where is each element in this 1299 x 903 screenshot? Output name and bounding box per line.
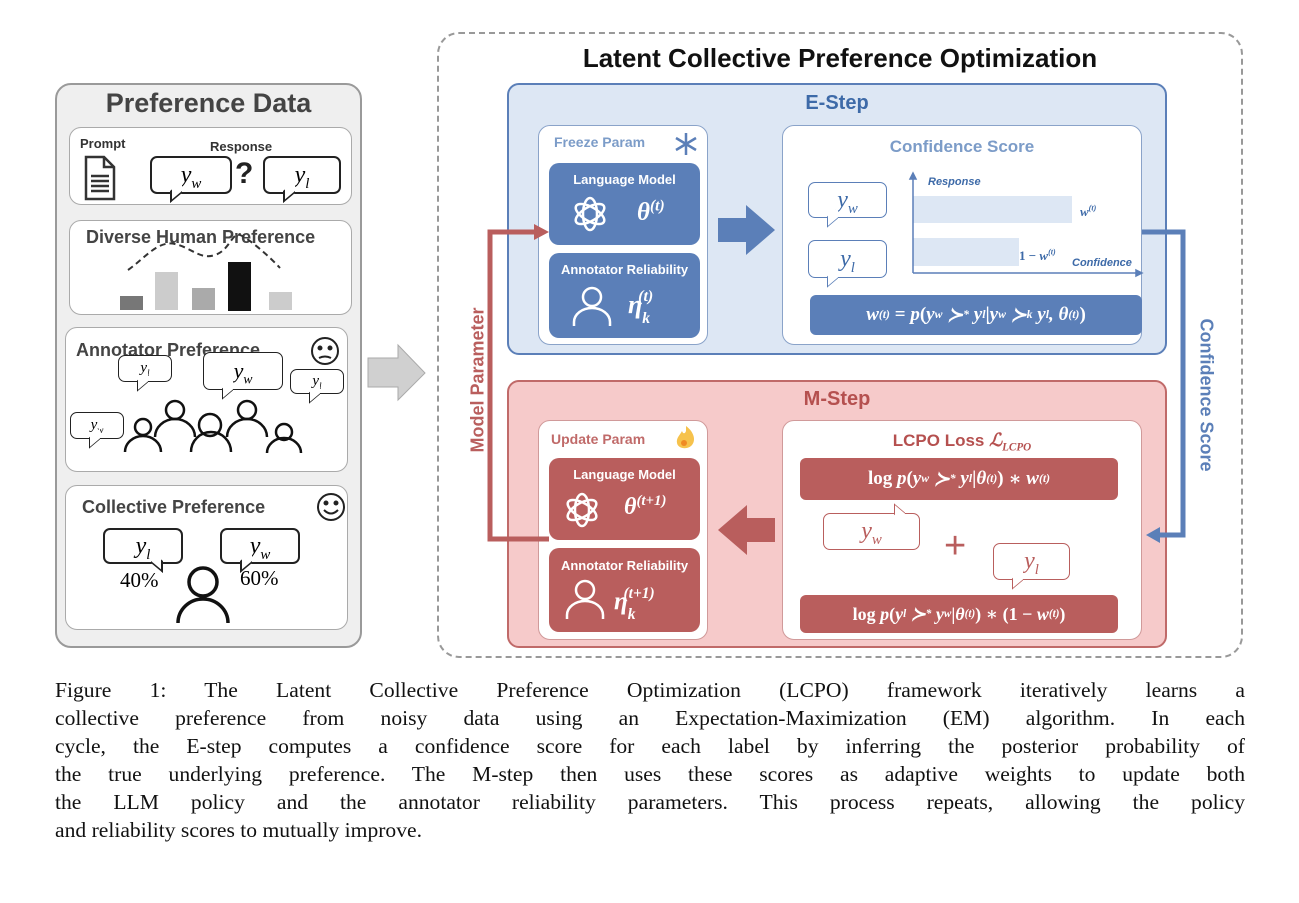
freeze-param-label: Freeze Param: [554, 134, 646, 150]
caption-line: the true underlying preference. The M-st…: [55, 762, 1245, 786]
loss-bubble-yw: yw: [823, 513, 920, 550]
update-param-label: Update Param: [551, 431, 646, 447]
language-model-label: Language Model: [573, 467, 676, 482]
lcpo-loss-title: LCPO Loss ℒLCPO: [892, 430, 1032, 454]
collective-person-icon: [176, 566, 230, 624]
dist-bar: [155, 272, 178, 310]
openai-logo-icon: [566, 492, 598, 528]
bar-label-1-minus-w: 1 − w(t): [1019, 247, 1056, 263]
language-model-label: Language Model: [573, 172, 676, 187]
eta-t-plus-1: ηk(t+1): [614, 584, 655, 623]
loss-bubble-yl: yl: [993, 543, 1070, 580]
person-icon: [189, 412, 233, 453]
collective-preference-title: Collective Preference: [82, 497, 266, 517]
response-bubble-yw: yw: [150, 156, 232, 194]
annotator-reliability-label: Annotator Reliability: [560, 558, 689, 573]
distribution-curve: [127, 233, 281, 271]
person-icon: [153, 399, 197, 438]
caption-line: the LLM policy and the annotator reliabi…: [55, 790, 1245, 814]
caption-line: collective preference from noisy data us…: [55, 706, 1245, 730]
figure-caption: Figure 1: The Latent Collective Preferen…: [55, 676, 1245, 844]
person-outline-icon: [572, 286, 612, 326]
e-step-title: E-Step: [805, 92, 869, 114]
person-icon: [265, 422, 303, 454]
conf-bubble-yl: yl: [808, 240, 887, 278]
bar-label-w: w(t): [1080, 203, 1097, 219]
lcpo-frame: [437, 32, 1243, 658]
language-model-frozen: [549, 163, 700, 245]
annotator-person-icons: [123, 399, 303, 454]
caption-line: cycle, the E-step computes a confidence …: [55, 734, 1245, 758]
confidence-score-flow-arrow: [1142, 229, 1186, 543]
snowflake-icon: [675, 133, 697, 155]
plus-sign: +: [944, 525, 967, 567]
dist-bar: [120, 296, 143, 310]
annotator-reliability-updated: [549, 548, 700, 632]
document-icon: [84, 155, 116, 201]
annotator-bubble: yw: [203, 352, 283, 390]
smiley-face-icon: [317, 493, 345, 521]
annotator-reliability-label: Annotator Reliability: [560, 262, 689, 277]
model-parameter-flow-arrow: [487, 224, 549, 542]
confidence-axes: [908, 171, 1144, 278]
axis-label-response: Response: [928, 176, 981, 188]
openai-logo-icon: [574, 196, 606, 232]
person-icon: [225, 399, 269, 438]
loss-term-rejected: log p(y l ≻ * y w | θ (t)) ∗ (1 − w (t)): [800, 595, 1118, 633]
caption-line: Figure 1: The Latent Collective Preferen…: [55, 678, 1245, 702]
diverse-preference-title: Diverse Human Preference: [86, 227, 316, 247]
confidence-score-title: Confidence Score: [889, 137, 1035, 156]
collective-bubble-yl: yl: [103, 528, 183, 564]
person-outline-icon: [565, 579, 605, 619]
person-icon: [123, 417, 163, 453]
caption-line: and reliability scores to mutually impro…: [55, 818, 423, 842]
m-step-title: M-Step: [803, 388, 871, 410]
prompt-label: Prompt: [80, 136, 126, 151]
preference-data-title: Preference Data: [105, 88, 312, 118]
loss-term-preferred: log p(y w ≻ * y l | θ (t)) ∗ w (t): [800, 458, 1118, 500]
dist-bar: [269, 292, 292, 310]
fire-icon: [676, 426, 694, 449]
e-step-arrow: [718, 205, 775, 255]
percent-yl: 40%: [120, 568, 159, 592]
m-step-arrow: [718, 505, 775, 555]
axis-label-confidence: Confidence: [1072, 257, 1132, 269]
confidence-bar-1-minus-w: [913, 238, 1019, 266]
annotator-bubble: yl: [118, 355, 172, 382]
dist-bar: [192, 288, 215, 310]
annotator-bubble: yl: [290, 369, 344, 394]
lcpo-loss-label: LCPO Loss: [892, 431, 985, 450]
question-mark: ?: [235, 157, 254, 190]
lcpo-title: Latent Collective Preference Optimizatio…: [582, 43, 1098, 73]
response-label: Response: [210, 139, 273, 154]
annotator-bubble: yw: [70, 412, 124, 439]
conf-bubble-yw: yw: [808, 182, 887, 218]
percent-yw: 60%: [240, 566, 279, 590]
collective-bubble-yw: yw: [220, 528, 300, 564]
preference-distribution-bars: [120, 233, 292, 311]
response-bubble-yl: yl: [263, 156, 341, 194]
eta-t: ηk(t): [628, 288, 654, 328]
theta-t: θ(t): [637, 197, 665, 226]
gray-arrow: [367, 343, 426, 402]
confused-face-icon: [311, 337, 339, 365]
dist-bar: [228, 262, 251, 311]
theta-t-plus-1: θ(t+1): [624, 493, 667, 520]
confidence-bar-w: [913, 196, 1072, 223]
